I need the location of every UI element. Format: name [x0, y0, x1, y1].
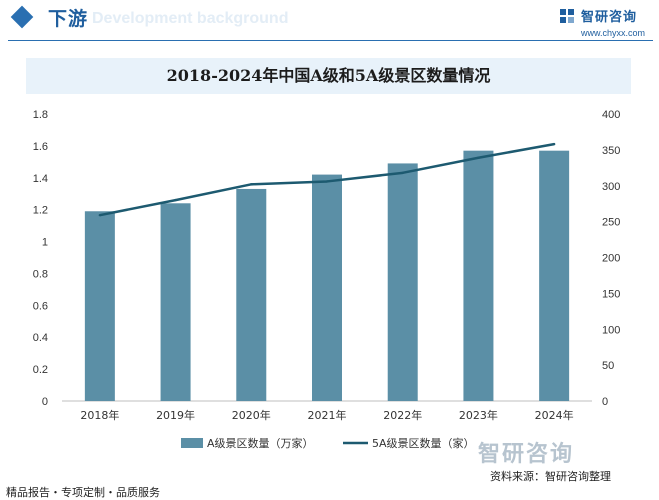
bar — [539, 150, 570, 401]
y-left-tick-label: 0.6 — [33, 300, 48, 312]
y-right-tick-label: 150 — [602, 288, 620, 300]
y-right-tick-label: 400 — [602, 109, 620, 121]
brand-logo: 智研咨询 — [559, 6, 637, 28]
x-tick-label: 2018年 — [80, 408, 119, 422]
source-note: 资料来源：智研咨询整理 — [490, 470, 611, 483]
y-left-tick-label: 1.4 — [33, 173, 48, 185]
bar — [236, 188, 267, 401]
line-point — [250, 183, 253, 186]
logo-text: 智研咨询 — [580, 10, 637, 25]
y-right-tick-label: 300 — [602, 181, 620, 193]
line-point — [174, 198, 177, 202]
bar — [312, 174, 342, 401]
x-tick-label: 2019年 — [156, 408, 195, 422]
y-left-tick-label: 1.8 — [33, 109, 48, 121]
bar — [84, 211, 115, 401]
logo-icon — [559, 9, 574, 23]
line-point — [477, 156, 480, 159]
y-left-tick-label: 0.2 — [33, 364, 48, 376]
line-point — [98, 213, 102, 217]
footer-tagline: 精品报告・专项定制・品质服务 — [6, 486, 160, 499]
footer-brand-watermark: 智研咨询 — [478, 442, 575, 467]
y-right-tick-label: 50 — [602, 360, 614, 372]
bar — [160, 203, 191, 401]
line-point — [401, 171, 404, 175]
x-tick-label: 2020年 — [232, 408, 271, 422]
y-left-tick-label: 0.4 — [33, 332, 48, 344]
y-left-tick-label: 1 — [42, 237, 48, 249]
legend-swatch-bar — [181, 438, 203, 448]
line-point — [325, 180, 329, 183]
x-tick-label: 2024年 — [535, 408, 574, 422]
x-tick-label: 2021年 — [308, 408, 347, 422]
legend-label-line: 5A级景区数量（家） — [372, 436, 475, 450]
y-right-tick-label: 0 — [602, 396, 608, 408]
chart-title: 2018-2024年中国A级和5A级景区数量情况 — [166, 66, 491, 85]
y-left-tick-label: 1.6 — [33, 141, 48, 153]
y-right-tick-label: 250 — [602, 217, 620, 229]
chart-title-bar: 2018-2024年中国A级和5A级景区数量情况 — [26, 58, 631, 94]
y-left-tick-label: 0 — [42, 396, 48, 408]
bar — [463, 150, 494, 401]
y-right-tick-label: 350 — [602, 145, 620, 157]
section-title: 下游 — [48, 8, 89, 30]
bar — [387, 163, 418, 401]
section-subtitle: Development background — [92, 10, 289, 27]
x-tick-label: 2022年 — [383, 408, 422, 422]
legend-label-bar: A级景区数量（万家） — [207, 436, 314, 450]
section-header: Development background 下游 智研咨询 www.chyxx… — [0, 0, 659, 42]
site-url[interactable]: www.chyxx.com — [580, 28, 645, 38]
y-right-tick-label: 200 — [602, 253, 620, 265]
y-left-tick-label: 1.2 — [33, 205, 48, 217]
y-right-tick-label: 100 — [602, 324, 620, 336]
header-divider — [8, 40, 653, 41]
x-tick-label: 2023年 — [459, 408, 498, 422]
y-left-tick-label: 0.8 — [33, 268, 48, 280]
line-point — [552, 142, 556, 146]
